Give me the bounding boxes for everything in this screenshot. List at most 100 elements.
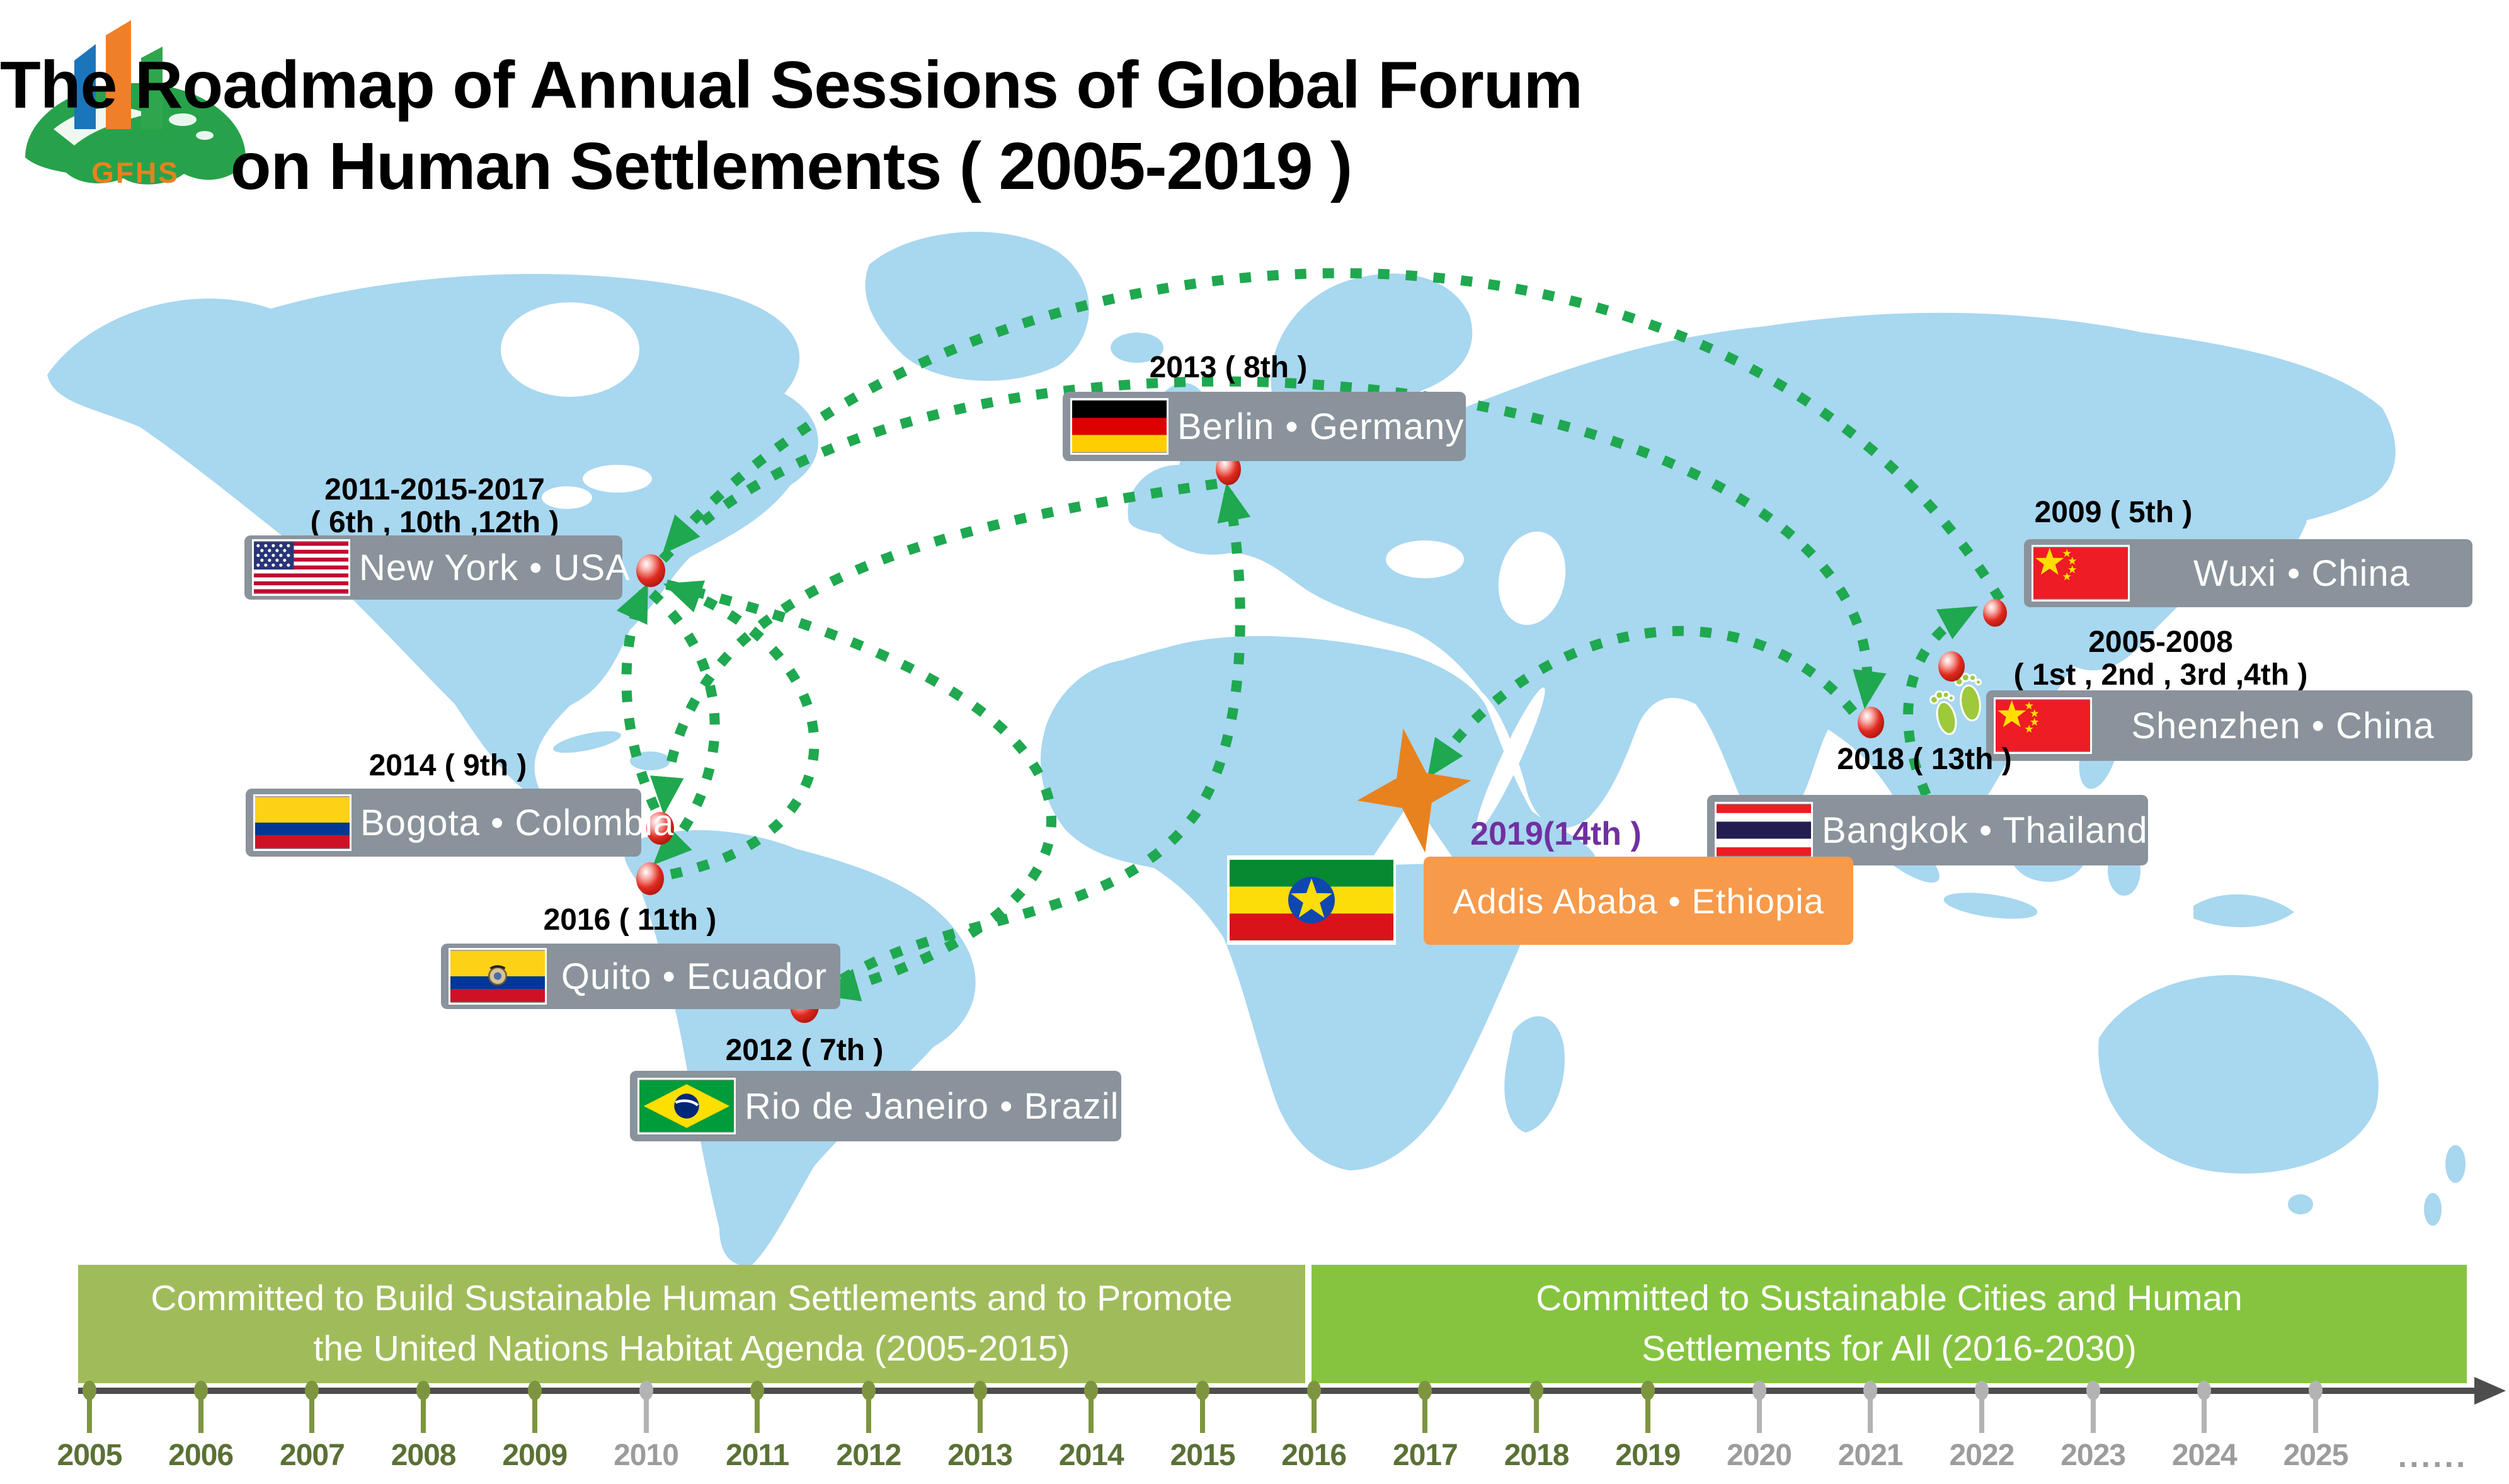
marker-wuxi — [1983, 599, 2007, 627]
island-greenland — [865, 231, 1089, 381]
tick-stem — [643, 1396, 649, 1433]
location-label-rio: Rio de Janeiro • Brazil — [630, 1071, 1121, 1141]
year-label: 2017 — [1393, 1439, 1458, 1472]
year-label: 2014 — [1058, 1439, 1124, 1472]
island-madagascar — [1504, 1016, 1565, 1133]
tick-marker-icon — [1752, 1381, 1766, 1400]
years-annotation-berlin: 2013 ( 8th ) — [1149, 351, 1308, 384]
marker-bogota — [646, 812, 674, 845]
year-label: 2010 — [614, 1439, 679, 1472]
tick-stem — [2313, 1396, 2318, 1433]
route-arrows — [616, 268, 2004, 1002]
year-label: 2016 — [1281, 1439, 1347, 1472]
city-label-shenzhen: Shenzhen • China — [2131, 705, 2435, 746]
timeline-tick-2024: 2024 — [2147, 1381, 2261, 1473]
route-wuxi-to-newyork — [662, 268, 2004, 603]
tick-stem — [1534, 1396, 1540, 1433]
tick-marker-icon — [639, 1381, 653, 1400]
tick-marker-icon — [2197, 1381, 2212, 1400]
island-tasmania — [2288, 1194, 2313, 1214]
region-scandinavia — [1271, 273, 1473, 409]
timeline-tick-2010: 2010 — [590, 1381, 703, 1473]
timeline-tick-2014: 2014 — [1034, 1381, 1148, 1473]
tick-marker-icon — [750, 1381, 765, 1400]
tick-marker-icon — [1418, 1381, 1432, 1400]
location-label-newyork: New York • USA — [244, 535, 630, 600]
tick-stem — [755, 1396, 760, 1433]
location-label-bogota: Bogota • Colombia — [246, 789, 673, 857]
timeline-ellipsis: ...... — [2398, 1438, 2468, 1475]
marker-newyork — [636, 554, 665, 587]
tick-stem — [87, 1396, 92, 1433]
location-label-bangkok: Bangkok • Thailand — [1707, 795, 2148, 865]
years-annotation-newyork: 2011-2015-2017 ( 6th , 10th ,12th ) — [310, 473, 559, 539]
route-shenzhen-to-wuxi — [1903, 606, 1979, 797]
page-title: The Roadmap of Annual Sessions of Global… — [0, 45, 1583, 208]
route-newyork-to-rio — [665, 579, 1056, 1002]
tick-stem — [1311, 1396, 1317, 1433]
ecuador-flag — [449, 948, 547, 1005]
tick-marker-icon — [1306, 1381, 1321, 1400]
location-label-quito: Quito • Ecuador — [441, 944, 840, 1009]
tick-marker-icon — [1196, 1381, 1209, 1400]
location-label-shenzhen: Shenzhen • China — [1986, 690, 2472, 761]
tick-marker-icon — [416, 1381, 431, 1400]
city-label-wuxi: Wuxi • China — [2193, 552, 2410, 594]
timeline-tick-2022: 2022 — [1925, 1381, 2038, 1473]
timeline-tick-2008: 2008 — [367, 1381, 480, 1473]
tick-marker-icon — [2309, 1381, 2323, 1400]
gfhs-logo-text: GFHS — [91, 156, 180, 189]
island-hokkaido — [2290, 476, 2323, 504]
year-label: 2020 — [1727, 1439, 1792, 1472]
timeline-tick-2025: 2025 — [2259, 1381, 2372, 1473]
tick-stem — [1756, 1396, 1762, 1433]
timeline-tick-2021: 2021 — [1814, 1381, 1927, 1473]
title-line1: The Roadmap of Annual Sessions of Global… — [0, 48, 1583, 123]
tick-marker-icon — [305, 1381, 319, 1400]
continent-australia — [2098, 975, 2379, 1174]
gfhs-logo-graphic: GFHS — [25, 20, 246, 189]
year-label: 2021 — [1837, 1439, 1904, 1472]
tick-stem — [532, 1396, 537, 1433]
island-java — [1943, 893, 2038, 919]
years-annotation-wuxi: 2009 ( 5th ) — [2034, 496, 2193, 529]
tick-marker-icon — [527, 1381, 542, 1400]
tick-marker-icon — [861, 1381, 876, 1400]
timeline-tick-2011: 2011 — [700, 1381, 814, 1473]
city-markers — [636, 454, 2007, 1023]
timeline-tick-2017: 2017 — [1368, 1381, 1482, 1473]
location-label-wuxi: Wuxi • China — [2024, 539, 2472, 607]
year-label: 2025 — [2283, 1439, 2349, 1472]
city-label-addis: Addis Ababa • Ethiopia — [1453, 881, 1824, 921]
tick-marker-icon — [193, 1381, 208, 1400]
location-label-berlin: Berlin • Germany — [1063, 392, 1466, 461]
timeline-tick-2009: 2009 — [478, 1381, 592, 1473]
timeline-tick-2012: 2012 — [812, 1381, 925, 1473]
tick-marker-icon — [1529, 1381, 1544, 1400]
tick-marker-icon — [973, 1381, 987, 1400]
location-label-addis: Addis Ababa • Ethiopia — [1424, 857, 1853, 945]
tick-stem — [1200, 1396, 1205, 1433]
tick-stem — [421, 1396, 426, 1433]
gfhs-logo: GFHS — [0, 0, 271, 192]
tick-stem — [2090, 1396, 2096, 1433]
route-bogota-to-newyork — [616, 583, 660, 811]
city-label-berlin: Berlin • Germany — [1177, 406, 1465, 447]
year-label: 2018 — [1504, 1439, 1570, 1472]
tick-marker-icon — [1863, 1381, 1878, 1400]
marker-shenzhen — [1938, 651, 1965, 682]
year-label: 2007 — [280, 1439, 345, 1472]
timeline-tick-2018: 2018 — [1480, 1381, 1593, 1473]
marker-berlin — [1216, 454, 1241, 485]
timeline-tick-2020: 2020 — [1703, 1381, 1816, 1473]
route-berlin-to-bogota — [649, 479, 1218, 815]
timeline-tick-2006: 2006 — [144, 1381, 258, 1473]
city-label-bangkok: Bangkok • Thailand — [1822, 809, 2148, 851]
tick-stem — [1422, 1396, 1428, 1433]
inland-waters — [501, 302, 1566, 831]
banner-right-text: Committed to Sustainable Cities and Huma… — [1536, 1278, 2243, 1369]
timeline-tick-2005: 2005 — [33, 1381, 146, 1473]
tick-stem — [977, 1396, 983, 1433]
year-label: 2009 — [502, 1439, 568, 1472]
